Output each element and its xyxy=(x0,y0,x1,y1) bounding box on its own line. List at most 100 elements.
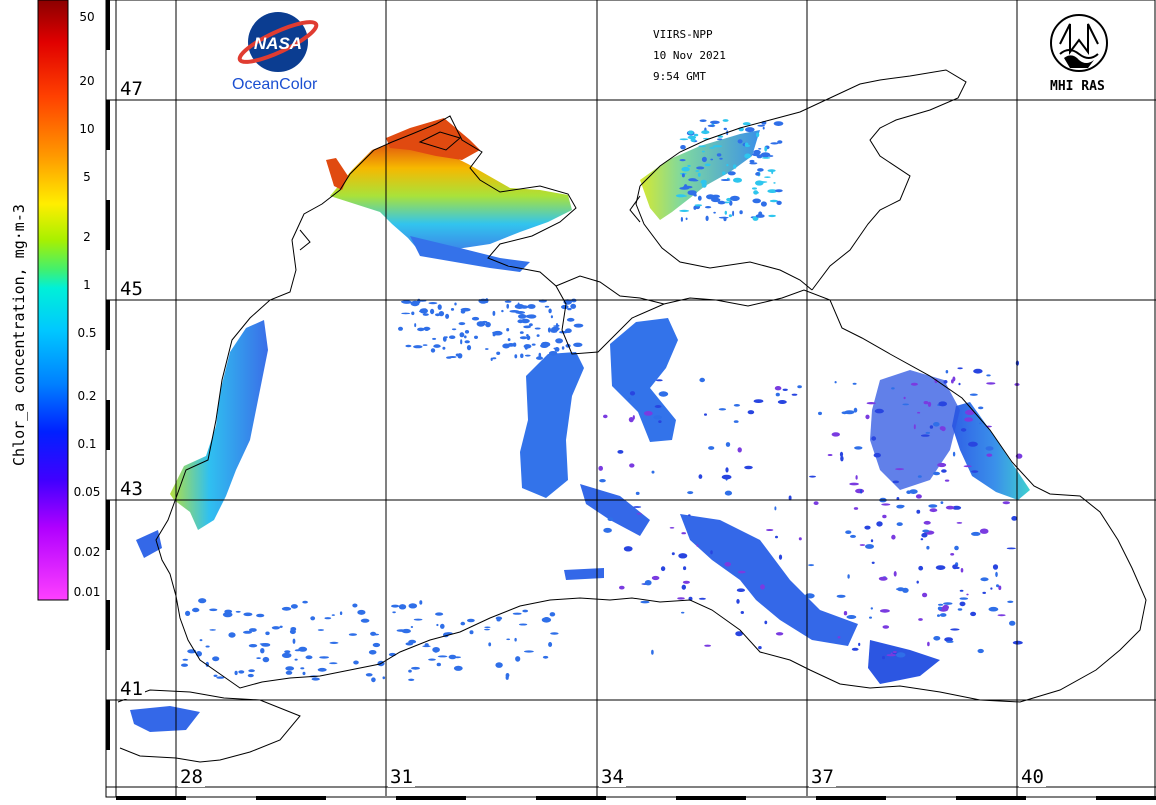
speckle xyxy=(755,180,764,186)
speckle xyxy=(945,370,949,374)
speckle xyxy=(448,654,457,660)
speckle xyxy=(298,646,308,652)
speckle xyxy=(728,214,733,218)
speckle xyxy=(782,388,788,391)
speckle xyxy=(922,529,930,533)
speckle xyxy=(740,611,744,614)
northern-lakes xyxy=(299,131,641,251)
speckle xyxy=(1006,547,1016,550)
scale-segment xyxy=(816,796,886,800)
speckle xyxy=(943,602,953,605)
speckle xyxy=(536,356,543,360)
speckle xyxy=(697,195,702,201)
longitude-label-34: 34 xyxy=(599,766,626,788)
speckle xyxy=(302,671,306,676)
speckle xyxy=(933,471,940,476)
speckle xyxy=(939,426,945,431)
speckle xyxy=(764,176,771,178)
speckle xyxy=(929,425,934,429)
speckle xyxy=(464,330,470,334)
speckle xyxy=(818,411,822,416)
speckle xyxy=(771,169,774,175)
speckle xyxy=(629,391,636,396)
speckle xyxy=(524,344,529,350)
south-patch-3 xyxy=(564,568,604,580)
speckle xyxy=(977,648,984,654)
speckle xyxy=(997,614,1006,617)
speckle xyxy=(466,345,472,351)
speckle xyxy=(846,615,857,619)
speckle xyxy=(869,616,872,619)
speckle xyxy=(629,463,635,468)
speckle xyxy=(791,393,798,396)
speckle xyxy=(768,155,774,157)
speckle xyxy=(544,305,550,308)
speckle xyxy=(891,387,895,390)
speckle xyxy=(339,611,343,615)
speckle xyxy=(636,513,642,515)
speckle xyxy=(813,501,819,505)
speckle xyxy=(847,574,850,579)
speckle xyxy=(391,604,400,608)
speckle xyxy=(205,645,210,648)
speckle xyxy=(488,642,492,647)
speckle xyxy=(952,376,956,382)
speckle xyxy=(370,631,377,636)
speckle xyxy=(727,171,736,176)
sensor-name: VIIRS-NPP xyxy=(653,28,713,41)
speckle xyxy=(525,314,536,319)
colorbar-tick-1: 1 xyxy=(83,278,91,292)
speckle xyxy=(331,614,335,616)
speckle xyxy=(852,382,857,385)
speckle xyxy=(644,580,652,586)
colorbar-tick-0.1: 0.1 xyxy=(77,437,97,451)
speckle xyxy=(755,214,765,218)
speckle xyxy=(281,652,292,659)
speckle xyxy=(876,521,883,527)
speckle xyxy=(182,658,189,661)
speckle xyxy=(935,565,946,570)
speckle xyxy=(986,453,993,457)
speckle xyxy=(401,312,411,315)
speckle xyxy=(918,618,923,621)
speckle xyxy=(290,604,298,609)
speckle xyxy=(681,611,685,614)
speckle xyxy=(398,604,407,610)
speckle xyxy=(902,403,909,406)
speckle xyxy=(946,640,954,643)
speckle xyxy=(1012,640,1023,645)
speckle xyxy=(701,156,707,163)
speckle xyxy=(285,670,293,675)
speckle xyxy=(710,550,713,555)
speckle xyxy=(775,392,780,397)
black-sea-coast xyxy=(155,115,1147,703)
speckle xyxy=(235,610,241,613)
speckle xyxy=(849,482,859,486)
speckle xyxy=(775,535,778,539)
speckle xyxy=(514,354,518,359)
speckle xyxy=(982,591,986,595)
speckle xyxy=(371,677,376,683)
speckle xyxy=(998,585,1002,591)
chlorophyll-speckles xyxy=(181,119,1023,683)
speckle xyxy=(675,194,686,198)
speckle xyxy=(853,507,859,510)
speckle xyxy=(515,311,526,314)
speckle xyxy=(495,662,503,668)
speckle xyxy=(1009,620,1016,626)
speckle xyxy=(697,172,701,177)
speckle xyxy=(764,620,768,625)
speckle xyxy=(978,406,984,410)
speckle xyxy=(550,315,554,319)
longitude-label-31: 31 xyxy=(388,766,415,788)
speckle xyxy=(927,401,932,407)
speckle xyxy=(952,564,958,570)
speckle xyxy=(725,467,729,473)
speckle xyxy=(753,399,764,403)
speckle xyxy=(550,330,558,333)
speckle xyxy=(707,124,716,128)
speckle xyxy=(950,628,960,631)
speckle xyxy=(474,335,478,339)
speckle xyxy=(745,127,755,133)
